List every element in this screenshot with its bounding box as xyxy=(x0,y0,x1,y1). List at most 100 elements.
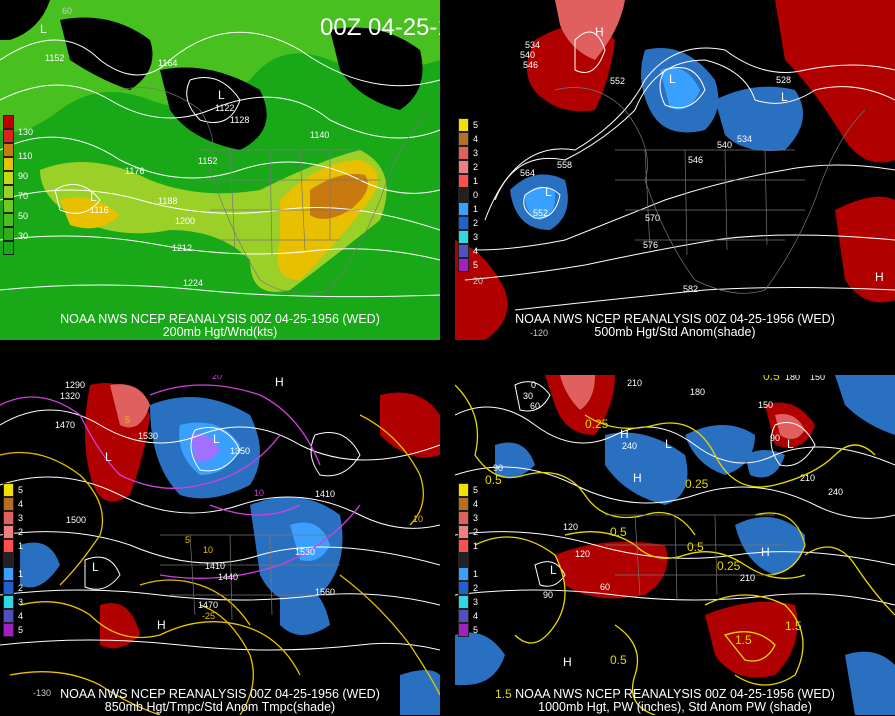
legend-swatch xyxy=(458,581,469,595)
legend-swatch xyxy=(3,567,14,581)
legend-swatch xyxy=(458,188,469,202)
legend-label: 5 xyxy=(473,485,479,495)
legend-label: 3 xyxy=(473,148,479,158)
low-center: L xyxy=(665,437,672,451)
panel-caption: NOAA NWS NCEP REANALYSIS 00Z 04-25-1956 … xyxy=(515,312,835,326)
legend-label: 5 xyxy=(18,625,24,635)
contour-label: 540 xyxy=(520,50,536,60)
contour-label: 1176 xyxy=(125,166,145,176)
legend-swatch xyxy=(458,244,469,258)
low-center: L xyxy=(213,432,220,446)
legend-swatch xyxy=(3,185,14,199)
contour-label: 1152 xyxy=(198,156,218,166)
legend-swatch xyxy=(3,623,14,637)
legend-label: 90 xyxy=(18,171,29,181)
pw-label: 0.5 xyxy=(763,375,780,383)
legend-swatch xyxy=(3,483,14,497)
contour-label: 534 xyxy=(737,134,753,144)
legend-swatch xyxy=(458,567,469,581)
panel-200mb-wind: 00Z 04-25-1956 (WED) 60 130 110 90 70 50… xyxy=(0,0,440,340)
contour-label: 1530 xyxy=(295,547,316,557)
pw-label: 0.25 xyxy=(585,417,609,431)
legend-label: 1 xyxy=(473,204,479,214)
legend-label: 2 xyxy=(18,583,24,593)
contour-label: 1440 xyxy=(218,572,239,582)
legend-swatch xyxy=(3,595,14,609)
legend-label: 5 xyxy=(18,485,24,495)
legend-swatch xyxy=(458,497,469,511)
low-center: L xyxy=(218,88,225,102)
high-center: H xyxy=(620,427,629,441)
legend-label: 3 xyxy=(473,597,479,607)
legend-swatch xyxy=(458,216,469,230)
temp-label: 10 xyxy=(203,545,214,555)
temp-label: 20 xyxy=(212,375,223,381)
low-center: L xyxy=(92,560,99,574)
legend-swatch xyxy=(458,539,469,553)
legend-label: 5 xyxy=(473,625,479,635)
legend-label: 1 xyxy=(18,541,24,551)
pw-label: 0.5 xyxy=(610,653,627,667)
contour-label: 120 xyxy=(563,522,579,532)
panel-1000mb-pw: 5 4 3 2 1 1 2 3 4 5 0 30 60 90 120 150 1… xyxy=(455,375,895,715)
panel-subtitle: 500mb Hgt/Std Anom(shade) xyxy=(594,325,756,339)
legend-swatch xyxy=(458,132,469,146)
legend-swatch xyxy=(3,157,14,171)
tick-label: 60 xyxy=(62,6,73,16)
legend-swatch xyxy=(458,511,469,525)
legend-swatch xyxy=(3,171,14,185)
legend-label: 2 xyxy=(473,218,479,228)
contour-label: 0 xyxy=(531,380,537,390)
legend-200mb: 130 110 90 70 50 30 xyxy=(3,115,33,255)
legend-label: 2 xyxy=(473,583,479,593)
legend-swatch xyxy=(458,202,469,216)
contour-label: 1470 xyxy=(55,420,76,430)
legend-label: 30 xyxy=(18,231,29,241)
contour-label: 1350 xyxy=(230,446,251,456)
legend-label: 0 xyxy=(473,190,479,200)
low-center: L xyxy=(669,72,676,86)
legend-swatch xyxy=(458,174,469,188)
legend-label: 110 xyxy=(18,151,33,161)
temp-label: 5 xyxy=(125,415,131,425)
panel-caption: NOAA NWS NCEP REANALYSIS 00Z 04-25-1956 … xyxy=(60,312,380,326)
contour-label: 570 xyxy=(645,213,661,223)
legend-swatch xyxy=(3,497,14,511)
contour-label: 240 xyxy=(828,487,844,497)
map-500mb xyxy=(455,0,895,340)
contour-label: 210 xyxy=(740,573,756,583)
high-center: H xyxy=(633,471,642,485)
legend-swatch xyxy=(3,511,14,525)
legend-label: 4 xyxy=(473,611,479,621)
contour-label: 1200 xyxy=(175,216,196,226)
temp-label: -25 xyxy=(202,611,216,621)
legend-1000mb: 5 4 3 2 1 1 2 3 4 5 xyxy=(458,483,478,637)
contour-label: 1560 xyxy=(315,587,336,597)
legend-swatch xyxy=(3,115,14,129)
legend-label: 2 xyxy=(473,162,479,172)
contour-label: 180 xyxy=(785,375,801,382)
legend-label: 5 xyxy=(473,260,479,270)
high-center: H xyxy=(595,25,604,39)
legend-swatch xyxy=(3,227,14,241)
contour-label: 1290 xyxy=(65,380,86,390)
temp-label: 10 xyxy=(254,488,265,498)
tick-label: -130 xyxy=(33,688,52,698)
panel-850mb-temp: 5 4 3 2 1 1 2 3 4 5 1290 1320 1470 1530 … xyxy=(0,375,440,715)
pw-label: 1.5 xyxy=(495,687,512,701)
contour-label: 1128 xyxy=(230,115,250,125)
contour-label: 120 xyxy=(575,549,591,559)
legend-label: 3 xyxy=(473,232,479,242)
legend-swatch xyxy=(3,129,14,143)
tick-label: 20 xyxy=(473,276,484,286)
contour-label: 90 xyxy=(493,463,504,473)
low-center: L xyxy=(90,190,97,204)
contour-label: 1122 xyxy=(215,103,235,113)
contour-label: 1212 xyxy=(172,243,193,253)
pw-label: 1.5 xyxy=(735,633,752,647)
contour-label: 1320 xyxy=(60,391,81,401)
contour-label: 1188 xyxy=(158,196,178,206)
legend-850mb: 5 4 3 2 1 1 2 3 4 5 xyxy=(3,483,23,637)
legend-swatch xyxy=(458,258,469,272)
contour-label: 1530 xyxy=(138,431,159,441)
